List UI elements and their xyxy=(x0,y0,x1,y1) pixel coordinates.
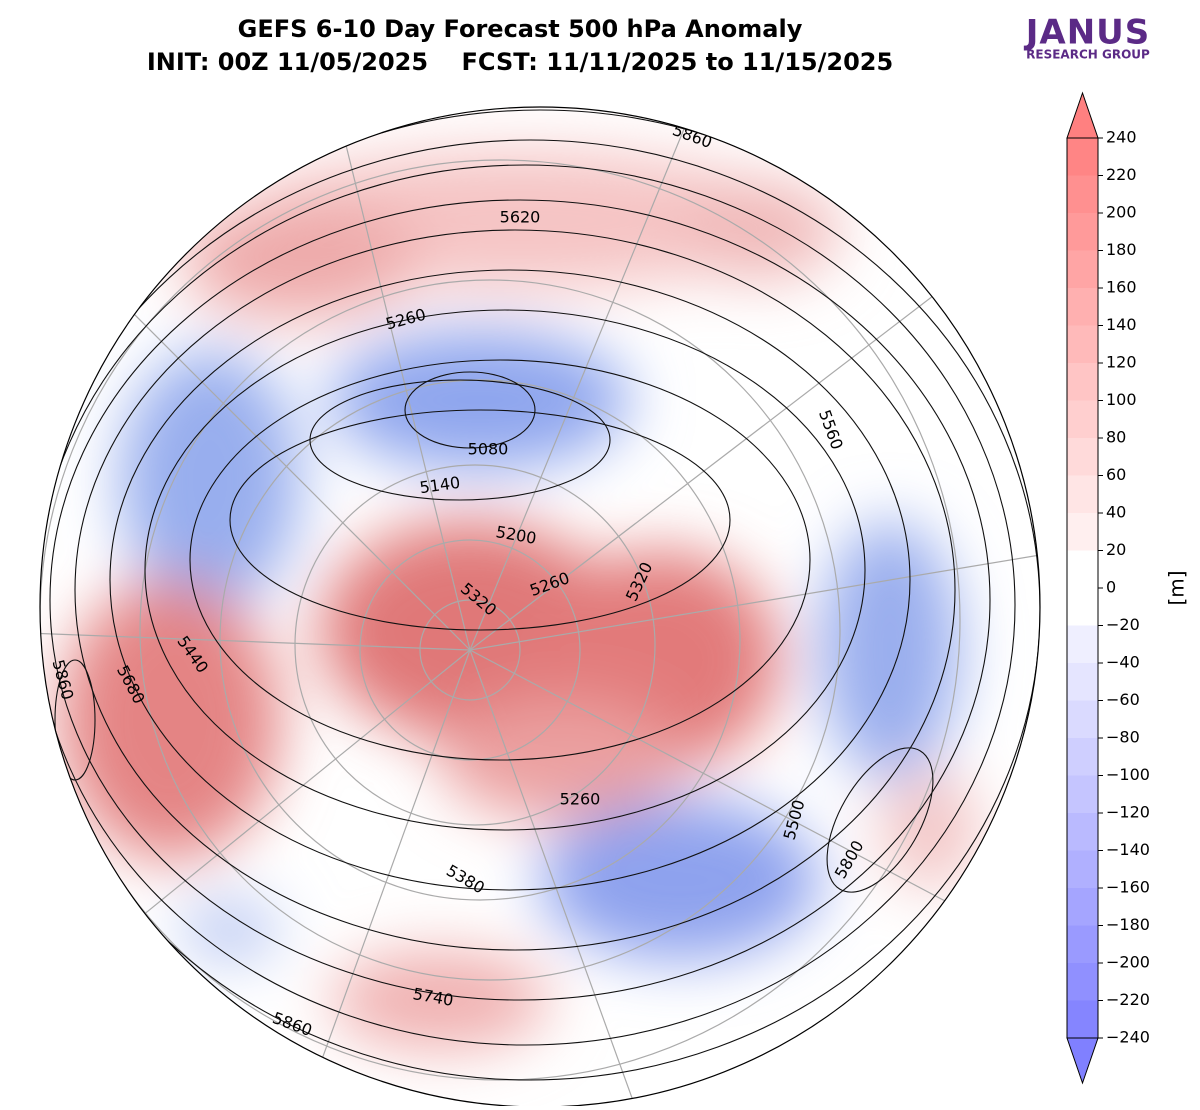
colorbar-tick-label: 120 xyxy=(1106,353,1137,372)
colorbar-segment xyxy=(1067,813,1098,851)
colorbar-tick-label: 0 xyxy=(1106,578,1116,597)
colorbar-segment xyxy=(1067,738,1098,776)
colorbar-tick-label: 100 xyxy=(1106,390,1137,409)
colorbar-tick-label: −20 xyxy=(1106,615,1140,634)
colorbar-tick-label: 160 xyxy=(1106,278,1137,297)
colorbar-tick-label: −200 xyxy=(1106,953,1150,972)
colorbar-tick-label: 200 xyxy=(1106,203,1137,222)
colorbar-segment xyxy=(1067,1000,1098,1038)
colorbar-tick-label: 60 xyxy=(1106,465,1126,484)
colorbar-tick-label: −60 xyxy=(1106,690,1140,709)
colorbar-tick-label: −100 xyxy=(1106,765,1150,784)
colorbar-tick-label: −240 xyxy=(1106,1028,1150,1047)
colorbar-tick-label: 80 xyxy=(1106,428,1126,447)
colorbar-segment xyxy=(1067,438,1098,476)
logo-name: JANUS xyxy=(1024,13,1151,53)
colorbar-segment xyxy=(1067,250,1098,288)
colorbar-segment xyxy=(1067,925,1098,963)
colorbar-segment xyxy=(1067,138,1098,176)
colorbar-tick-label: −180 xyxy=(1106,915,1150,934)
colorbar-segment xyxy=(1067,213,1098,251)
colorbar-unit: [m] xyxy=(1165,570,1189,605)
colorbar-segment xyxy=(1067,588,1098,626)
colorbar-segment xyxy=(1067,963,1098,1001)
colorbar-segment xyxy=(1067,513,1098,551)
colorbar-segment xyxy=(1067,550,1098,588)
colorbar-segment xyxy=(1067,175,1098,213)
colorbar-segment xyxy=(1067,700,1098,738)
colorbar-tick-label: 140 xyxy=(1106,315,1137,334)
colorbar-segment xyxy=(1067,888,1098,926)
colorbar-segment xyxy=(1067,288,1098,326)
colorbar-segment xyxy=(1067,363,1098,401)
colorbar-tick-label: −120 xyxy=(1106,803,1150,822)
map-title: GEFS 6-10 Day Forecast 500 hPa Anomaly xyxy=(238,15,803,43)
colorbar-segment xyxy=(1067,663,1098,701)
map-subtitle: INIT: 00Z 11/05/2025 FCST: 11/11/2025 to… xyxy=(147,48,893,76)
colorbar-segment xyxy=(1067,850,1098,888)
colorbar-tick-label: −220 xyxy=(1106,990,1150,1009)
colorbar-tick-label: 240 xyxy=(1106,128,1137,147)
graticule xyxy=(40,107,1040,1107)
colorbar-tick-label: −80 xyxy=(1106,728,1140,747)
contour-label: 5080 xyxy=(468,440,509,459)
colorbar-tick-label: 220 xyxy=(1106,165,1137,184)
colorbar-extend-high xyxy=(1066,91,1099,139)
colorbar-segment xyxy=(1067,775,1098,813)
colorbar-segment xyxy=(1067,625,1098,663)
colorbar-segment xyxy=(1067,475,1098,513)
colorbar-tick-label: 180 xyxy=(1106,240,1137,259)
contour-label: 5260 xyxy=(560,790,601,809)
colorbar-tick-label: −140 xyxy=(1106,840,1150,859)
colorbar-tick-label: −160 xyxy=(1106,878,1150,897)
colorbar-tick-label: −40 xyxy=(1106,653,1140,672)
logo-tagline: RESEARCH GROUP xyxy=(1026,48,1150,62)
colorbar-segment xyxy=(1067,325,1098,363)
colorbar: −240−220−200−180−160−140−120−100−80−60−4… xyxy=(1066,91,1150,1085)
colorbar-extend-low xyxy=(1066,1037,1099,1085)
colorbar-tick-label: 20 xyxy=(1106,540,1126,559)
colorbar-tick-label: 40 xyxy=(1106,503,1126,522)
colorbar-segment xyxy=(1067,400,1098,438)
contour-label: 5620 xyxy=(500,208,541,227)
contours xyxy=(40,109,1040,1107)
